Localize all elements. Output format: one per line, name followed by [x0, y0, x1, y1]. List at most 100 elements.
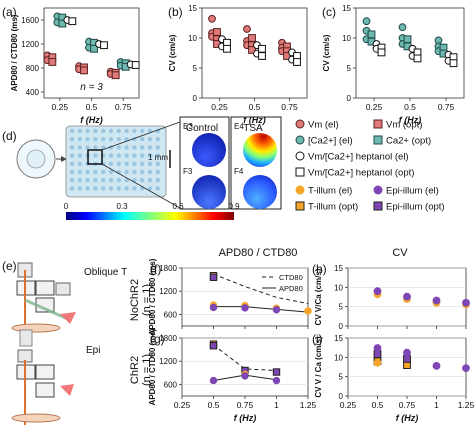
well-dot: [124, 186, 129, 191]
epi-box-3: [35, 382, 55, 398]
legend-label: Epi-illum (el): [386, 186, 439, 197]
legend-top: Vm (el) Vm (opt) [Ca2+] (el) Ca2+ (opt) Vm/[…: [295, 119, 431, 179]
well-dot: [147, 153, 153, 158]
legend-marker: [295, 119, 305, 129]
well-label-f4: F4: [234, 167, 244, 176]
data-point: [373, 344, 382, 352]
x-tick-label: 0.25: [366, 102, 383, 112]
data-point: [462, 298, 470, 307]
data-point: [272, 376, 281, 385]
y-tick-label: 0: [347, 94, 352, 103]
series-line-apd80: [213, 306, 309, 313]
data-point: [111, 71, 120, 80]
legend-label: CTD80: [279, 273, 303, 282]
well-dot: [116, 161, 122, 166]
well-dot: [147, 137, 153, 142]
legend-label: T-illum (opt): [308, 202, 358, 213]
well-dot: [93, 169, 98, 175]
camera-2-icon: [55, 282, 71, 296]
activation-map-e4: [243, 133, 277, 167]
epi-label: Epi: [86, 345, 100, 356]
well-dot: [124, 153, 129, 158]
data-point: [248, 46, 256, 54]
well-dot: [108, 137, 114, 142]
data-point: [304, 307, 312, 315]
well-dot: [124, 145, 129, 150]
sample-dish-icon: [11, 323, 61, 333]
data-point: [373, 358, 382, 367]
well-dot: [85, 137, 90, 142]
well-dot: [85, 178, 90, 183]
well-dot: [155, 161, 160, 166]
legend-marker: [373, 201, 383, 211]
well-dot: [140, 137, 145, 142]
well-dot: [132, 145, 137, 150]
y-tick-label: 10: [188, 34, 197, 43]
panel-letter-a: (a): [2, 5, 17, 19]
y-axis-label: APD80 / CTD80 (ms): [148, 258, 157, 335]
well-dot: [140, 153, 145, 158]
well-dot: [108, 178, 114, 183]
well-dot: [101, 178, 106, 183]
well-dot: [140, 128, 145, 134]
y-tick-label: 10: [334, 353, 343, 362]
well-dot: [155, 137, 160, 142]
colorbar-tick-label: 0.9: [228, 202, 240, 211]
well-dot: [85, 169, 90, 175]
well-dot: [93, 186, 98, 191]
data-point: [362, 17, 371, 26]
data-point: [283, 52, 291, 60]
x-tick-label: 0.75: [115, 102, 132, 112]
data-point: [272, 368, 281, 376]
data-point: [398, 23, 407, 32]
well-dot: [77, 137, 83, 142]
x-tick-label: 0.25: [174, 400, 191, 410]
well-dot: [124, 178, 129, 183]
panel-e-illustration: Oblique T Epi: [11, 262, 127, 425]
well-dot: [101, 137, 106, 142]
x-tick-label: 1.25: [300, 400, 317, 410]
well-dot: [85, 145, 90, 150]
legend-label: [Ca2+] (el): [308, 136, 353, 147]
y-tick-label: 5: [339, 373, 344, 382]
data-point: [58, 19, 67, 28]
panel-h-chart: 0 5 10 15 CV V/Ca (cm/s): [314, 264, 470, 331]
y-axis-label: APD80 / CTD80 (ms): [148, 328, 157, 405]
legend-label: Epi-illum (opt): [386, 202, 445, 213]
legend-label: Vm (opt): [386, 120, 422, 131]
well-dot: [69, 169, 75, 175]
well-dot: [116, 153, 122, 158]
panel-letter-e: (e): [2, 259, 17, 273]
well-dot: [101, 145, 106, 150]
well-dot: [69, 137, 75, 142]
x-tick-label: 0.5: [372, 400, 384, 410]
panel-letter-b: (b): [168, 5, 183, 19]
x-axis-label: f (Hz): [80, 115, 103, 125]
x-tick-label: 0.25: [211, 102, 228, 112]
y-axis-label: APD80 / CTD80 (ms): [10, 14, 19, 91]
well-dot: [69, 153, 75, 158]
y-tick-label: 15: [188, 4, 197, 13]
well-dot: [101, 169, 106, 175]
x-tick-label: 0.5: [208, 400, 220, 410]
well-dot: [69, 145, 75, 150]
well-dot: [116, 178, 122, 183]
zoom-line-top: [101, 121, 181, 151]
legend-label: APD80: [279, 284, 303, 293]
well-dot: [147, 161, 153, 166]
x-tick-label: 1.25: [458, 400, 474, 410]
well-dot: [116, 145, 122, 150]
activation-map-e3: [192, 133, 226, 167]
data-point: [209, 303, 218, 312]
legend-marker: [295, 201, 305, 211]
well-dot: [124, 169, 129, 175]
legend-label: Vm/[Ca2+] heptanol (opt): [308, 168, 414, 179]
legend-marker: [295, 135, 305, 145]
data-point: [403, 292, 411, 301]
well-dot: [147, 145, 153, 150]
well-dot: [155, 186, 160, 191]
data-point: [462, 364, 470, 373]
x-tick-label: 0.75: [438, 102, 455, 112]
